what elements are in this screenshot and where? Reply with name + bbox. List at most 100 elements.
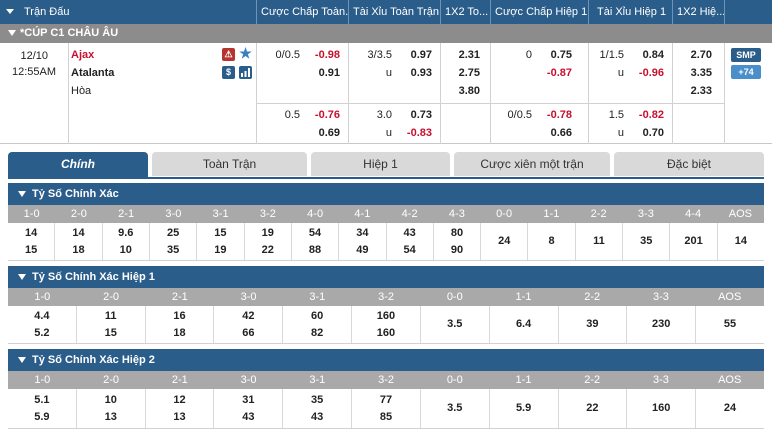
h1-ah-home-odds-2[interactable]: -0.78 (546, 109, 572, 121)
odds-value-away[interactable]: 15 (104, 326, 117, 339)
h1-ou-over-odds-2[interactable]: -0.82 (638, 109, 664, 121)
odds-value-home[interactable]: 15 (214, 226, 227, 239)
h1-x12-away[interactable]: 3.35 (690, 67, 712, 79)
score-odds-cell[interactable]: 14 18 (55, 223, 103, 260)
smp-badge[interactable]: SMP (731, 48, 761, 62)
odds-value-away[interactable]: 19 (214, 243, 227, 256)
odds-value-away[interactable]: 5.2 (34, 326, 50, 339)
score-odds-cell[interactable]: 14 (718, 223, 764, 260)
ou-over-odds[interactable]: 0.97 (410, 49, 432, 61)
score-odds-cell[interactable]: 54 88 (292, 223, 340, 260)
odds-value-home[interactable]: 34 (356, 226, 369, 239)
score-odds-cell[interactable]: 42 66 (214, 306, 284, 343)
odds-value-away[interactable]: 13 (104, 410, 117, 423)
collapse-arrow-icon[interactable] (6, 9, 14, 14)
score-odds-cell[interactable]: 3.5 (421, 389, 490, 428)
section-title[interactable]: Tỷ Số Chính Xác Hiệp 1 (8, 266, 764, 288)
h1-ou-under-odds[interactable]: -0.96 (638, 67, 664, 79)
home-team[interactable]: Ajax (71, 49, 95, 61)
x12-home[interactable]: 2.31 (458, 49, 480, 61)
odds-value-away[interactable]: 66 (242, 326, 255, 339)
collapse-arrow-icon[interactable] (18, 274, 26, 280)
score-odds-cell[interactable]: 160 (627, 389, 697, 428)
score-odds-cell[interactable]: 201 (670, 223, 718, 260)
odds-value-home[interactable]: 42 (242, 309, 255, 322)
odds-value-home[interactable]: 80 (450, 226, 464, 239)
odds-value-home[interactable]: 35 (640, 235, 653, 247)
ou-under-odds-2[interactable]: -0.83 (406, 127, 432, 139)
x12-away[interactable]: 2.75 (458, 67, 480, 79)
odds-value-home[interactable]: 8 (548, 235, 555, 247)
more-markets-badge[interactable]: +74 (731, 65, 761, 79)
odds-value-home[interactable]: 160 (652, 402, 671, 414)
odds-value-home[interactable]: 5.9 (515, 402, 532, 414)
section-title[interactable]: Tỷ Số Chính Xác Hiệp 2 (8, 349, 764, 371)
odds-value-home[interactable]: 31 (242, 393, 255, 406)
score-odds-cell[interactable]: 77 85 (352, 389, 421, 428)
score-odds-cell[interactable]: 22 (559, 389, 628, 428)
h1-ou-under-odds-2[interactable]: 0.70 (642, 127, 664, 139)
odds-value-home[interactable]: 35 (311, 393, 324, 406)
score-odds-cell[interactable]: 25 35 (150, 223, 198, 260)
odds-value-home[interactable]: 160 (376, 309, 396, 322)
score-odds-cell[interactable]: 5.9 (490, 389, 559, 428)
odds-value-away[interactable]: 10 (119, 243, 132, 256)
odds-value-away[interactable]: 160 (376, 326, 396, 339)
odds-value-away[interactable]: 85 (379, 410, 393, 423)
score-odds-cell[interactable]: 11 (576, 223, 624, 260)
score-odds-cell[interactable]: 24 (481, 223, 529, 260)
odds-value-away[interactable]: 13 (173, 410, 186, 423)
ou-under-odds[interactable]: 0.93 (410, 67, 432, 79)
score-odds-cell[interactable]: 14 15 (8, 223, 56, 260)
odds-value-home[interactable]: 14 (25, 226, 38, 239)
odds-value-home[interactable]: 201 (684, 235, 703, 247)
score-odds-cell[interactable]: 6.4 (490, 306, 559, 343)
h1-x12-home[interactable]: 2.70 (690, 49, 712, 61)
odds-value-home[interactable]: 14 (72, 226, 85, 239)
odds-value-home[interactable]: 16 (173, 309, 186, 322)
odds-value-home[interactable]: 9.6 (118, 226, 134, 239)
odds-value-home[interactable]: 3.5 (447, 318, 463, 330)
score-odds-cell[interactable]: 10 13 (77, 389, 146, 428)
odds-value-home[interactable]: 39 (586, 318, 599, 330)
odds-value-away[interactable]: 43 (311, 410, 324, 423)
score-odds-cell[interactable]: 35 (623, 223, 671, 260)
odds-value-home[interactable]: 24 (723, 402, 737, 414)
odds-value-away[interactable]: 90 (450, 243, 464, 256)
score-odds-cell[interactable]: 31 43 (214, 389, 284, 428)
score-odds-cell[interactable]: 4.4 5.2 (8, 306, 77, 343)
ou-over-odds-2[interactable]: 0.73 (410, 109, 432, 121)
score-odds-cell[interactable]: 160 160 (352, 306, 421, 343)
ah-home-odds-2[interactable]: -0.76 (314, 109, 340, 121)
score-odds-cell[interactable]: 9.6 10 (103, 223, 150, 260)
tab-special[interactable]: Đặc biệt (614, 152, 764, 176)
score-odds-cell[interactable]: 16 18 (146, 306, 215, 343)
star-icon[interactable]: ★ (239, 45, 252, 61)
score-odds-cell[interactable]: 39 (559, 306, 628, 343)
collapse-arrow-icon[interactable] (8, 30, 16, 36)
score-odds-cell[interactable]: 15 19 (197, 223, 245, 260)
odds-value-home[interactable]: 11 (593, 235, 605, 247)
odds-value-home[interactable]: 55 (723, 318, 737, 330)
collapse-arrow-icon[interactable] (18, 191, 26, 197)
ah-away-odds[interactable]: 0.91 (318, 67, 340, 79)
odds-value-home[interactable]: 6.4 (515, 318, 532, 330)
score-odds-cell[interactable]: 3.5 (421, 306, 490, 343)
score-odds-cell[interactable]: 5.1 5.9 (8, 389, 77, 428)
odds-value-home[interactable]: 60 (311, 309, 324, 322)
odds-value-home[interactable]: 10 (104, 393, 117, 406)
odds-value-away[interactable]: 22 (261, 243, 274, 256)
score-odds-cell[interactable]: 80 90 (434, 223, 482, 260)
tab-fulltime[interactable]: Toàn Trận (152, 152, 307, 176)
odds-value-away[interactable]: 88 (308, 243, 322, 256)
score-odds-cell[interactable]: 19 22 (245, 223, 292, 260)
score-odds-cell[interactable]: 43 54 (387, 223, 434, 260)
odds-value-home[interactable]: 5.1 (34, 393, 50, 406)
away-team[interactable]: Atalanta (71, 67, 115, 79)
odds-value-away[interactable]: 49 (356, 243, 369, 256)
h1-ah-away-odds-2[interactable]: 0.66 (550, 127, 572, 139)
odds-value-away[interactable]: 82 (311, 326, 324, 339)
odds-value-home[interactable]: 12 (173, 393, 186, 406)
odds-value-away[interactable]: 18 (72, 243, 85, 256)
odds-value-home[interactable]: 4.4 (34, 309, 50, 322)
